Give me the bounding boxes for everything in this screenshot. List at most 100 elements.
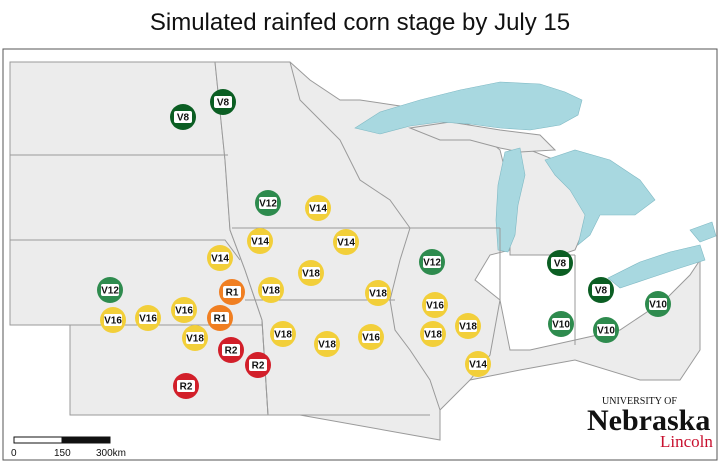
- stage-marker-v8: V8: [170, 104, 196, 130]
- marker-label: V8: [554, 259, 567, 270]
- marker-label-box: [309, 202, 327, 214]
- marker-label: V18: [318, 340, 336, 351]
- marker-label-box: [302, 267, 320, 279]
- marker-label-box: [337, 236, 355, 248]
- stage-marker-r2: R2: [245, 352, 271, 378]
- marker-label-box: [251, 235, 269, 247]
- stage-marker-v18: V18: [314, 331, 340, 357]
- stage-marker-r1: R1: [219, 279, 245, 305]
- stage-marker-v14: V14: [305, 195, 331, 221]
- stage-marker-v18: V18: [258, 277, 284, 303]
- marker-label: R1: [214, 314, 227, 325]
- unl-logo: UNIVERSITY OF Nebraska Lincoln: [587, 396, 713, 451]
- marker-label: R2: [180, 382, 193, 393]
- stage-marker-v16: V16: [100, 307, 126, 333]
- stage-marker-v12: V12: [97, 277, 123, 303]
- scale-bar-black: [61, 436, 111, 444]
- stage-marker-v18: V18: [420, 321, 446, 347]
- marker-label: V12: [101, 286, 119, 297]
- marker-label-box: [423, 256, 441, 268]
- stage-marker-v16: V16: [358, 324, 384, 350]
- marker-label: V14: [469, 360, 487, 371]
- scale-bar: 0 150 300km: [11, 436, 126, 459]
- marker-label: V16: [139, 314, 157, 325]
- marker-label: V18: [369, 289, 387, 300]
- stage-marker-v12: V12: [255, 190, 281, 216]
- stage-marker-v14: V14: [207, 245, 233, 271]
- great-lakes: [354, 81, 717, 289]
- marker-label-box: [249, 359, 267, 371]
- stage-marker-v18: V18: [365, 280, 391, 306]
- marker-label-box: [101, 284, 119, 296]
- marker-label-box: [211, 312, 229, 324]
- marker-label: V16: [362, 333, 380, 344]
- stage-marker-v8: V8: [547, 250, 573, 276]
- marker-label: V16: [175, 306, 193, 317]
- lake-erie: [607, 244, 706, 289]
- stage-marker-v16: V16: [422, 292, 448, 318]
- marker-label-box: [592, 284, 610, 296]
- border-sd-ne: [10, 239, 241, 261]
- marker-label-box: [211, 252, 229, 264]
- marker-label: V16: [104, 316, 122, 327]
- land-michigan-up: [408, 121, 557, 153]
- stage-marker-v8: V8: [588, 277, 614, 303]
- marker-label-box: [459, 320, 477, 332]
- logo-university: UNIVERSITY OF: [602, 396, 677, 407]
- marker-label: V12: [423, 258, 441, 269]
- marker-label-box: [362, 331, 380, 343]
- lake-huron: [544, 149, 656, 246]
- stage-marker-v18: V18: [455, 313, 481, 339]
- stage-marker-v14: V14: [465, 351, 491, 377]
- marker-label-box: [104, 314, 122, 326]
- marker-label: V12: [259, 199, 277, 210]
- lake-superior: [354, 81, 583, 135]
- marker-label: V14: [211, 254, 229, 265]
- marker-label: V10: [552, 320, 570, 331]
- marker-label: R1: [226, 288, 239, 299]
- marker-label: V18: [424, 330, 442, 341]
- scale-tick-0: 0: [11, 448, 17, 459]
- stage-markers: V8 V8 V12 V14 V14 V14 V14 V18 V18 V12 V12 R1 V18 V16 V…: [97, 89, 671, 399]
- marker-label: V10: [649, 300, 667, 311]
- marker-label-box: [175, 304, 193, 316]
- stage-marker-r2: R2: [173, 373, 199, 399]
- stage-marker-r2: R2: [218, 337, 244, 363]
- marker-label: V14: [337, 238, 355, 249]
- stage-marker-v18: V18: [182, 325, 208, 351]
- logo-name: Nebraska: [587, 404, 710, 437]
- stage-marker-v14: V14: [333, 229, 359, 255]
- marker-label: V10: [597, 326, 615, 337]
- marker-label: V18: [274, 330, 292, 341]
- marker-label-box: [551, 257, 569, 269]
- border-ia-il: [389, 227, 441, 411]
- lake-michigan: [495, 147, 526, 253]
- marker-label-box: [469, 358, 487, 370]
- marker-label: V8: [177, 113, 190, 124]
- stage-marker-r1: R1: [207, 305, 233, 331]
- marker-label: V14: [251, 237, 269, 248]
- marker-label: V8: [595, 286, 608, 297]
- marker-label-box: [262, 284, 280, 296]
- marker-label: V18: [302, 269, 320, 280]
- marker-label: V16: [426, 301, 444, 312]
- scale-bar-white: [13, 436, 63, 444]
- scale-tick-150: 150: [54, 448, 71, 459]
- marker-label: V8: [217, 98, 230, 109]
- map-title: Simulated rainfed corn stage by July 15: [149, 9, 571, 36]
- marker-label-box: [186, 332, 204, 344]
- marker-label-box: [259, 197, 277, 209]
- stage-marker-v10: V10: [645, 291, 671, 317]
- stage-marker-v12: V12: [419, 249, 445, 275]
- marker-label: V18: [262, 286, 280, 297]
- marker-label-box: [369, 287, 387, 299]
- marker-label: R2: [225, 346, 238, 357]
- stage-marker-v18: V18: [298, 260, 324, 286]
- marker-label: V18: [186, 334, 204, 345]
- lake-ontario: [689, 221, 717, 243]
- marker-label-box: [552, 318, 570, 330]
- marker-label-box: [214, 96, 232, 108]
- stage-marker-v8: V8: [210, 89, 236, 115]
- marker-label-box: [426, 299, 444, 311]
